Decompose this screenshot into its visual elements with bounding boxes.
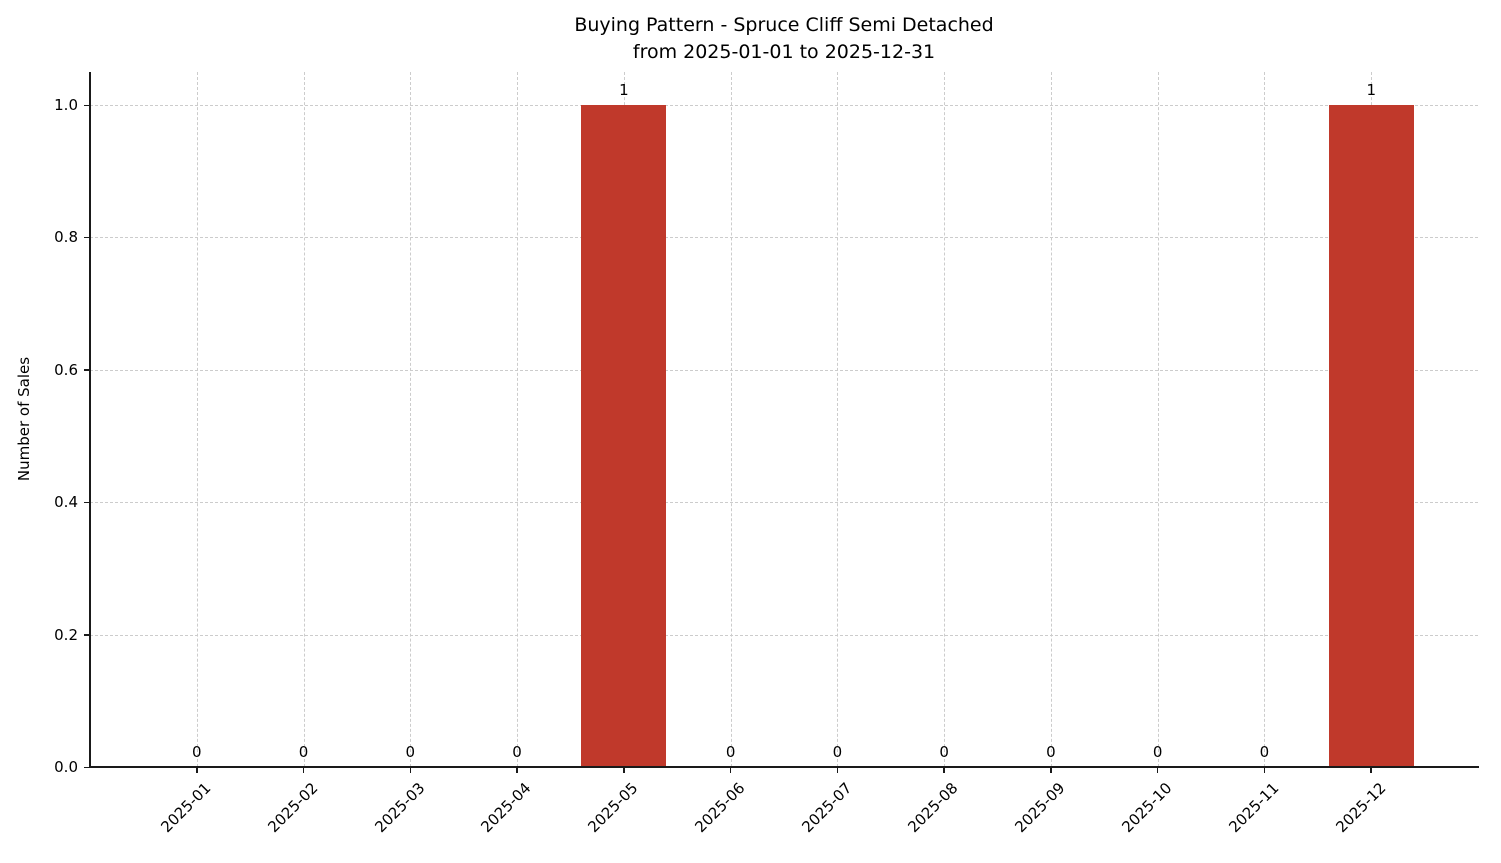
y-tick-label: 0.6	[54, 360, 78, 379]
x-tick-label: 2025-11	[1225, 779, 1283, 837]
bar-value-label: 0	[939, 743, 949, 761]
bar	[1328, 105, 1414, 767]
x-tick-mark	[1263, 768, 1266, 773]
x-tick-mark	[1050, 768, 1052, 773]
y-tick-mark	[84, 104, 89, 107]
gridline-vertical	[410, 72, 412, 767]
bar-value-label: 0	[832, 743, 843, 761]
gridline-horizontal	[90, 634, 1478, 636]
x-tick-label: 2025-02	[264, 779, 322, 837]
y-tick-label: 0.0	[54, 758, 78, 776]
gridline-vertical	[303, 72, 305, 767]
bar-value-label: 0	[1152, 743, 1163, 761]
x-tick-label: 2025-09	[1011, 779, 1069, 837]
gridline-vertical	[837, 72, 839, 767]
x-tick-mark	[623, 768, 625, 773]
x-tick-label: 2025-07	[798, 779, 856, 837]
y-tick-label: 0.2	[54, 625, 78, 644]
x-axis-line	[89, 766, 1479, 768]
y-tick-label: 0.4	[54, 493, 78, 512]
bar-value-label: 0	[1259, 743, 1270, 761]
gridline-vertical	[1050, 72, 1052, 767]
x-tick-label: 2025-06	[691, 779, 749, 837]
x-tick-label: 2025-03	[370, 779, 429, 837]
gridline-vertical	[517, 72, 519, 767]
y-tick-mark	[84, 766, 89, 768]
x-tick-mark	[1370, 768, 1372, 773]
gridline-vertical	[1157, 72, 1159, 767]
chart-title: Buying Pattern - Spruce Cliff Semi Detac…	[90, 12, 1478, 66]
y-tick-label: 1.0	[54, 96, 78, 115]
x-tick-mark	[943, 768, 945, 773]
bar-value-label: 1	[619, 81, 629, 100]
chart-title-line1: Buying Pattern - Spruce Cliff Semi Detac…	[574, 14, 994, 36]
y-tick-mark	[84, 369, 89, 371]
y-tick-mark	[84, 236, 89, 239]
gridline-vertical	[1264, 72, 1266, 767]
x-tick-mark	[836, 768, 839, 773]
y-tick-mark	[84, 501, 89, 504]
bar	[581, 105, 667, 767]
bar-value-label: 0	[298, 743, 309, 761]
bar-value-label: 1	[1366, 81, 1376, 100]
bar-value-label: 0	[405, 743, 416, 761]
x-tick-mark	[1156, 768, 1159, 773]
gridline-vertical	[944, 72, 946, 767]
x-tick-label: 2025-08	[904, 779, 962, 837]
x-tick-label: 2025-10	[1118, 779, 1176, 837]
chart-title-line2: from 2025-01-01 to 2025-12-31	[632, 41, 936, 63]
bar-value-label: 0	[512, 743, 522, 761]
x-tick-label: 2025-05	[584, 779, 642, 837]
gridline-vertical	[196, 72, 198, 767]
bar-value-label: 0	[191, 743, 202, 761]
gridline-horizontal	[90, 369, 1478, 371]
bar-value-label: 0	[725, 743, 736, 761]
gridline-horizontal	[90, 105, 1478, 107]
x-tick-mark	[729, 768, 732, 773]
bar-value-label: 0	[1046, 743, 1056, 761]
x-tick-mark	[196, 768, 198, 773]
gridline-vertical	[730, 72, 732, 767]
x-tick-mark	[302, 768, 305, 773]
x-tick-label: 2025-12	[1331, 779, 1389, 837]
plot-area: 0 0 0 0 1 0 0 0 0 0 0 1	[89, 72, 1479, 768]
x-tick-mark	[516, 768, 518, 773]
x-tick-mark	[409, 768, 412, 773]
x-tick-label: 2025-01	[157, 779, 215, 837]
y-axis-line	[89, 72, 91, 768]
x-tick-label: 2025-04	[477, 779, 535, 837]
y-tick-mark	[84, 634, 89, 636]
y-tick-label: 0.8	[54, 228, 78, 247]
gridline-horizontal	[90, 237, 1478, 239]
gridline-horizontal	[90, 502, 1478, 504]
